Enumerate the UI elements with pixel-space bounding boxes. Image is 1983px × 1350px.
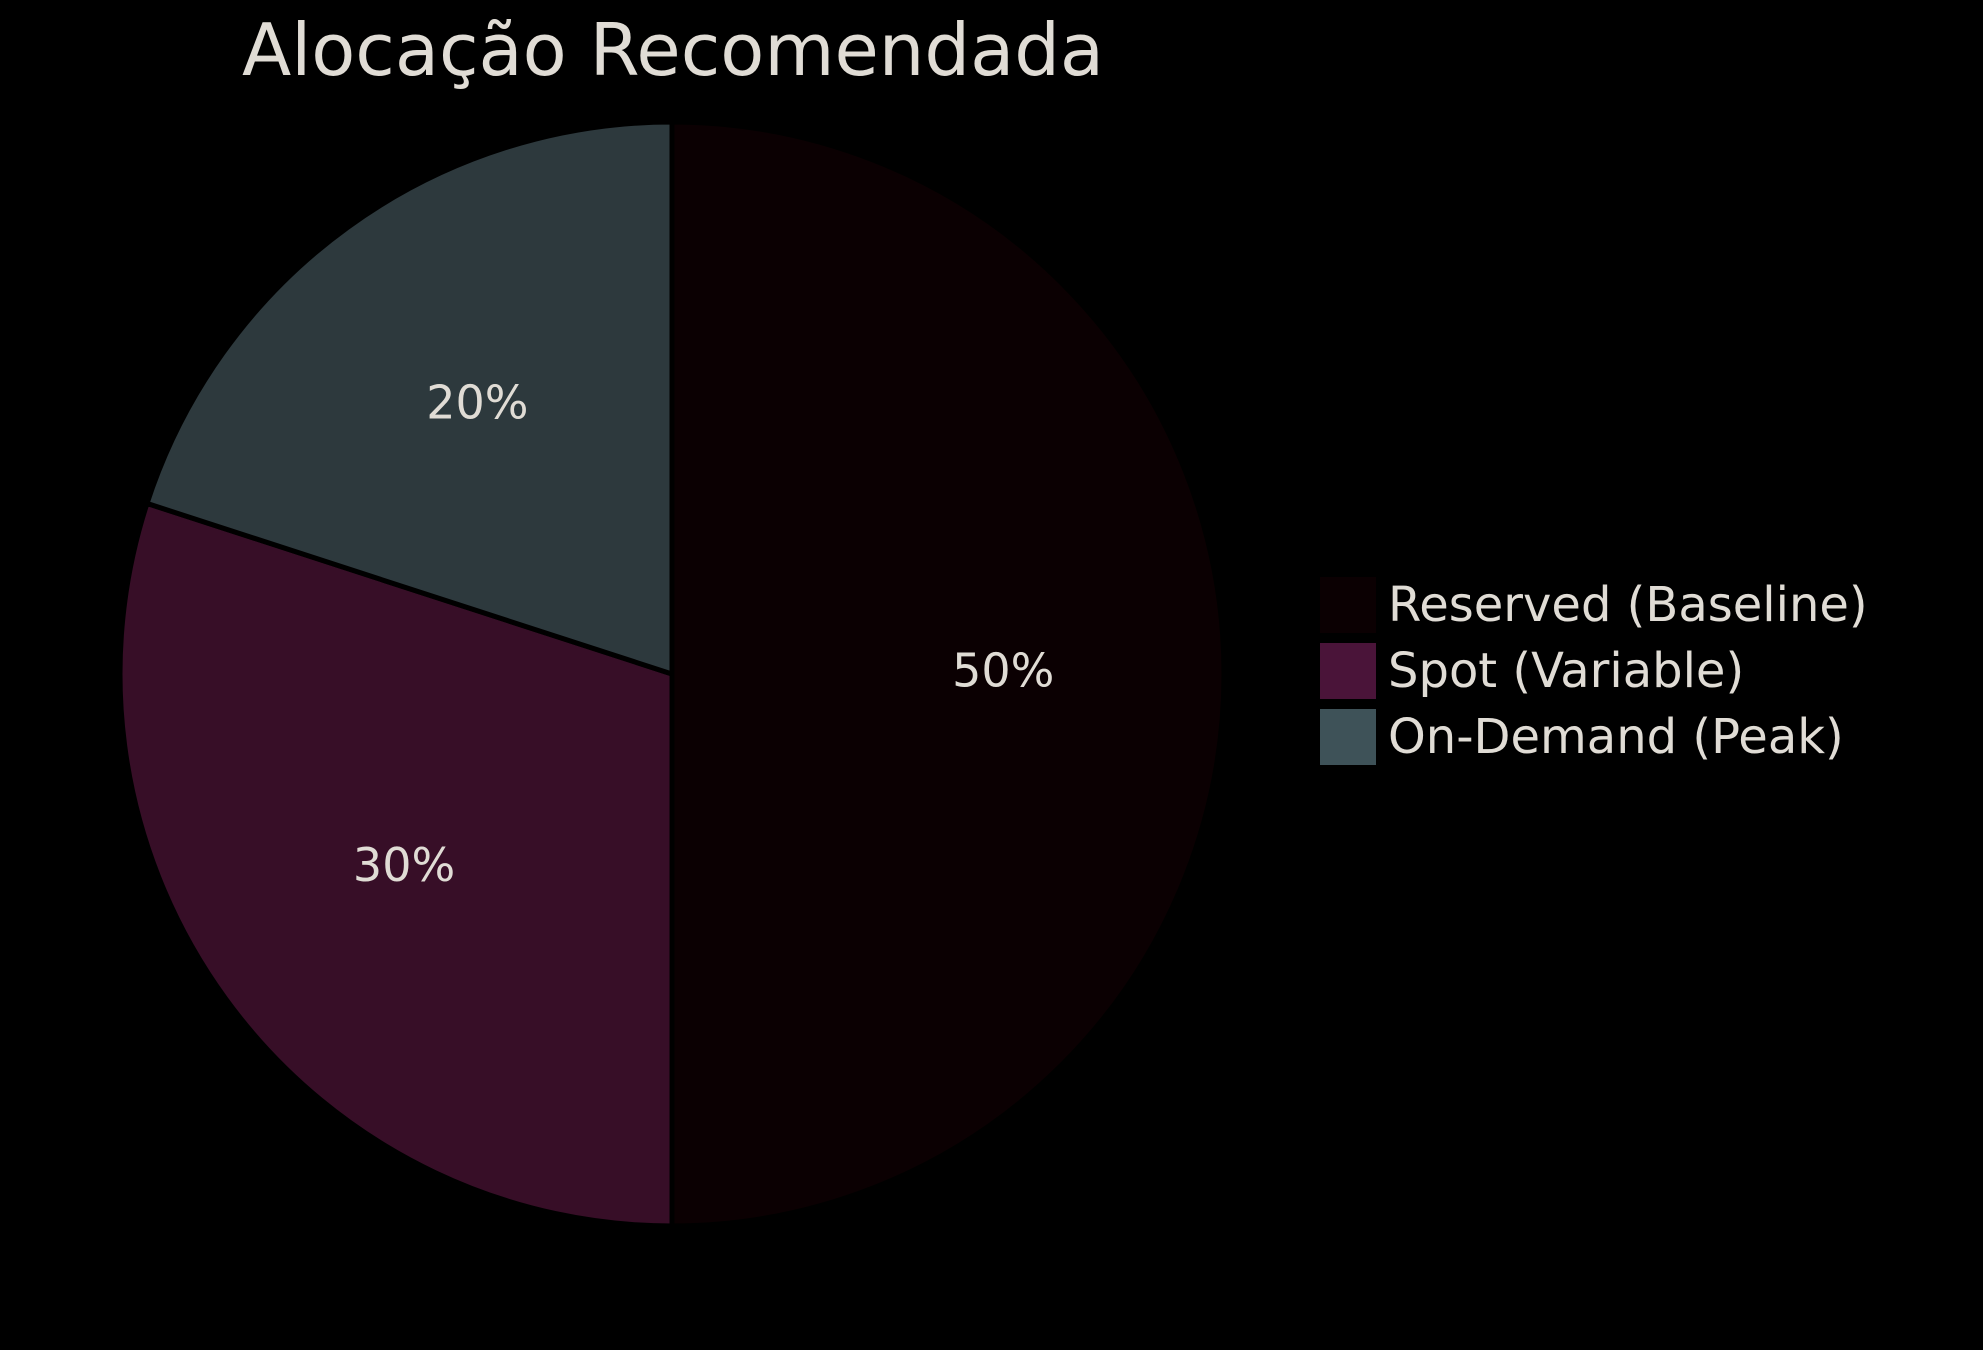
legend-swatch-spot — [1320, 643, 1376, 699]
pie-slice-spot — [117, 500, 675, 1229]
legend-label-spot: Spot (Variable) — [1388, 643, 1745, 699]
pie-label-reserved: 50% — [952, 644, 1054, 698]
pie-label-spot: 30% — [353, 838, 455, 892]
legend-item-on-demand: On-Demand (Peak) — [1320, 704, 1868, 770]
legend-swatch-reserved — [1320, 577, 1376, 633]
legend-label-reserved: Reserved (Baseline) — [1388, 577, 1868, 633]
pie-slice-on-demand — [143, 119, 675, 678]
legend-item-reserved: Reserved (Baseline) — [1320, 572, 1868, 638]
pie-labels: 50% 30% 20% — [353, 376, 1054, 893]
chart-title: Alocação Recomendada — [241, 8, 1105, 92]
pie-slice-reserved — [669, 119, 1227, 1229]
pie-slices — [117, 119, 1227, 1229]
legend-swatch-on-demand — [1320, 709, 1376, 765]
legend-label-on-demand: On-Demand (Peak) — [1388, 709, 1844, 765]
legend: Reserved (Baseline) Spot (Variable) On-D… — [1320, 572, 1868, 770]
legend-item-spot: Spot (Variable) — [1320, 638, 1868, 704]
pie-label-on-demand: 20% — [426, 376, 528, 430]
